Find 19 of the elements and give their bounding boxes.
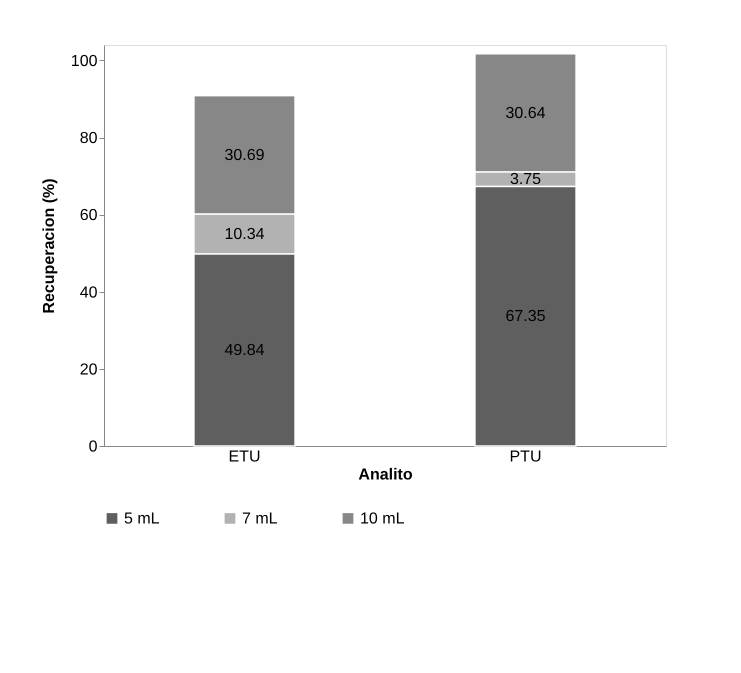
y-tick-label: 20 <box>80 361 98 378</box>
legend-label: 5 mL <box>124 510 160 528</box>
data-label: 30.69 <box>224 146 265 164</box>
y-tick-label: 60 <box>80 207 98 224</box>
data-label: 67.35 <box>505 308 546 326</box>
x-tick-label: ETU <box>228 448 260 466</box>
y-tick-label: 100 <box>70 52 98 70</box>
x-axis-title: Analito <box>358 466 413 484</box>
x-tick-label: PTU <box>510 448 542 466</box>
data-label: 10.34 <box>224 226 265 243</box>
y-tick-label: 80 <box>80 130 98 148</box>
y-axis-title: Recuperacion (%) <box>40 178 58 314</box>
legend-label: 10 mL <box>360 510 405 528</box>
data-label: 3.75 <box>510 171 542 188</box>
data-label: 49.84 <box>224 342 265 359</box>
y-tick-label: 40 <box>80 284 98 302</box>
data-label: 30.64 <box>505 104 546 122</box>
y-tick-label: 0 <box>88 438 98 456</box>
legend-label: 7 mL <box>242 510 278 528</box>
